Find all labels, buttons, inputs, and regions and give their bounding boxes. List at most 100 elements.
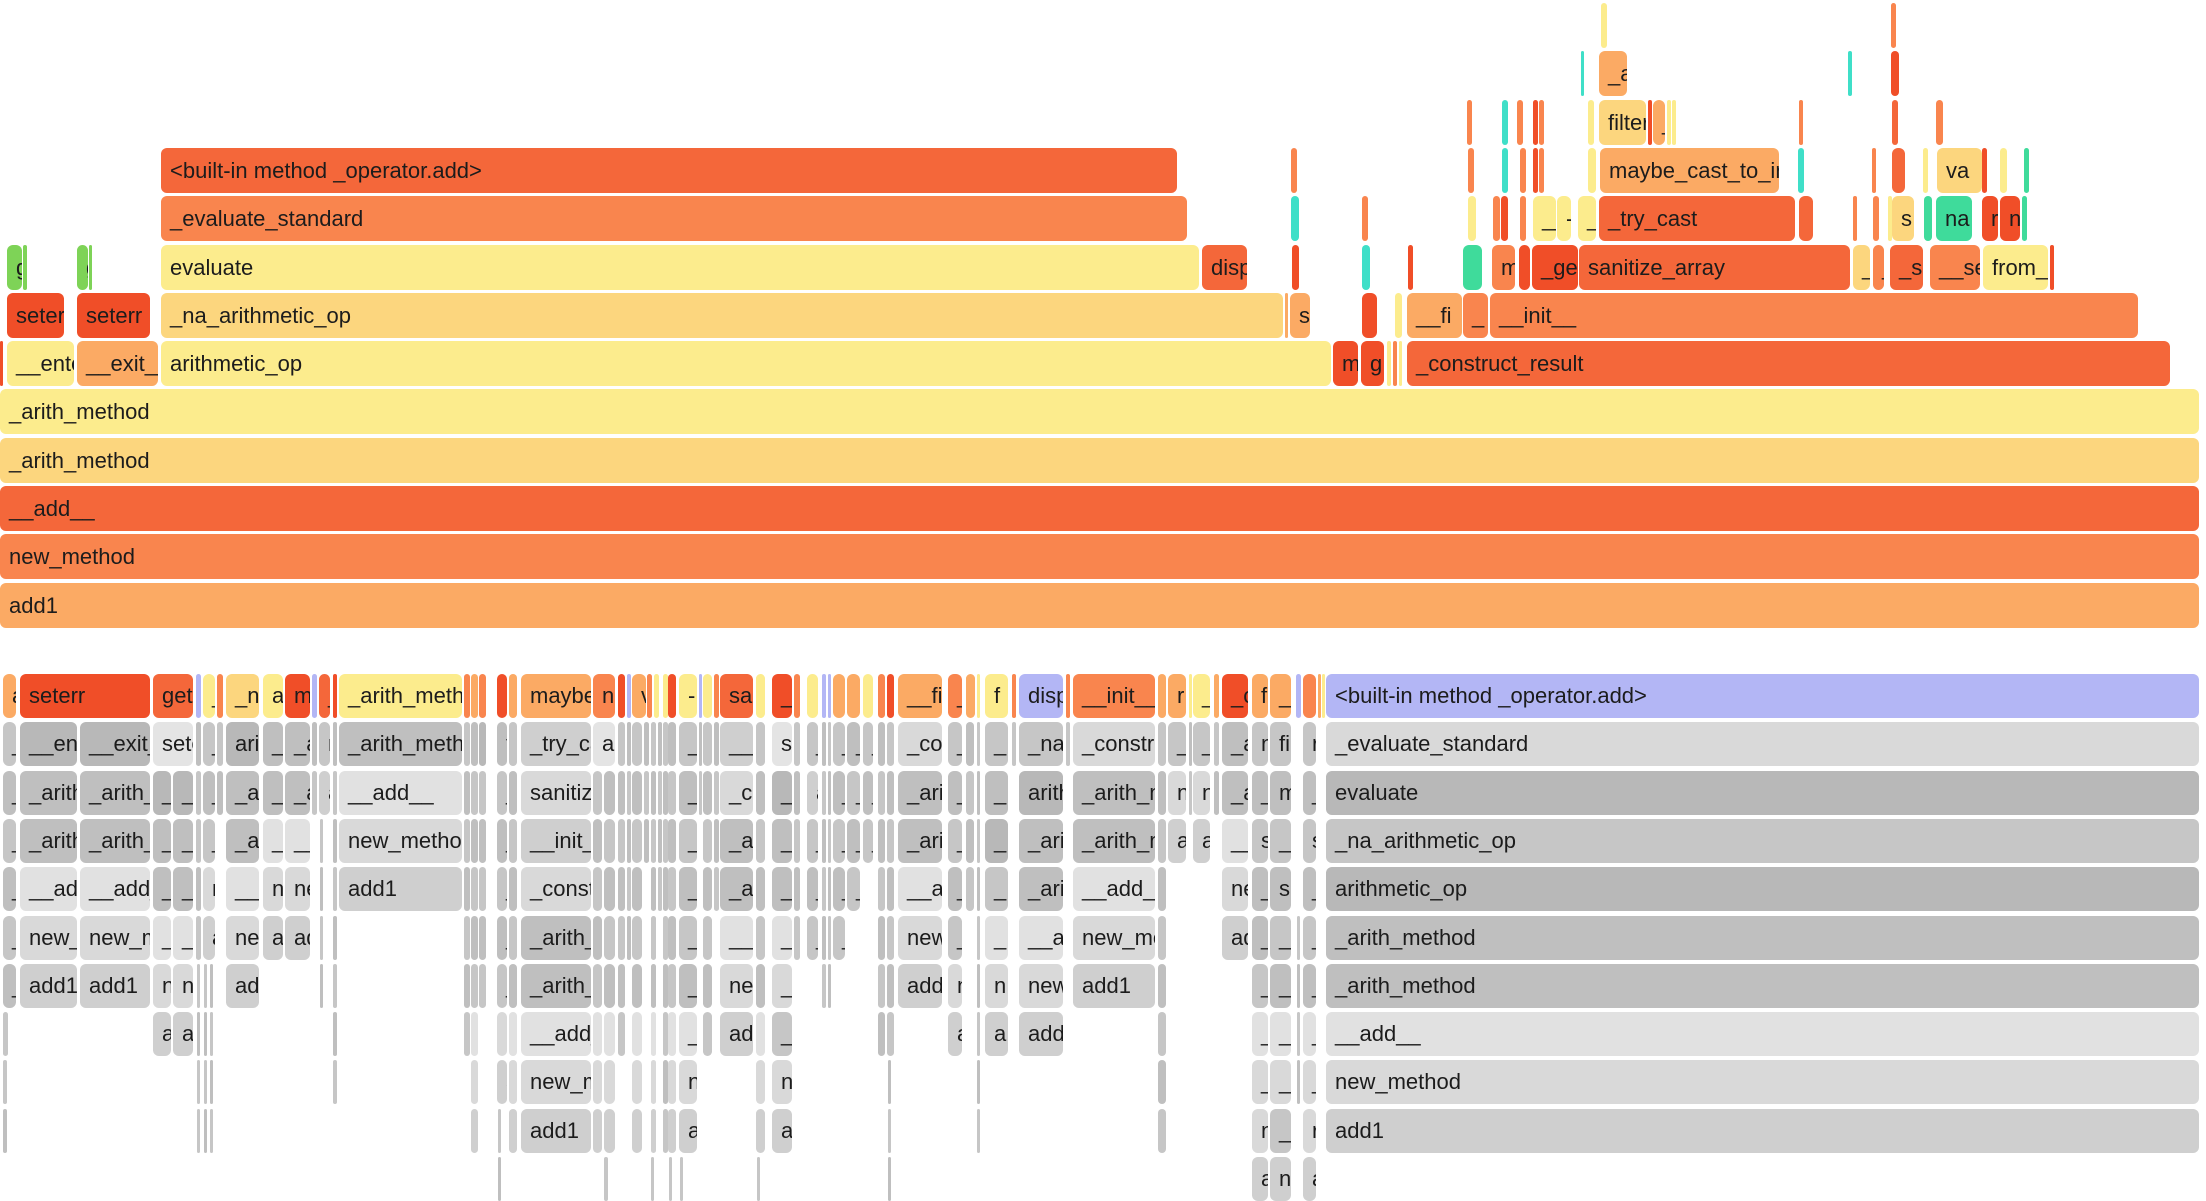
flame-frame[interactable]: [1581, 51, 1584, 96]
flame-frame[interactable]: n: [203, 867, 215, 911]
flame-frame[interactable]: [604, 1012, 615, 1056]
flame-frame[interactable]: _construct_result: [1407, 341, 2170, 386]
flame-frame[interactable]: [1158, 1109, 1166, 1153]
flame-frame[interactable]: [663, 1012, 668, 1056]
flame-frame[interactable]: _: [985, 867, 1008, 911]
flame-frame[interactable]: [333, 722, 337, 766]
flame-frame[interactable]: [1303, 674, 1316, 718]
flame-frame[interactable]: [847, 674, 860, 718]
flame-frame[interactable]: [658, 867, 662, 911]
flame-frame[interactable]: [196, 771, 201, 815]
flame-frame[interactable]: [196, 674, 201, 718]
flame-frame[interactable]: a: [593, 722, 615, 766]
flame-frame[interactable]: _arith_method: [521, 964, 591, 1008]
flame-frame[interactable]: [471, 674, 478, 718]
flame-frame[interactable]: a: [772, 1109, 792, 1153]
flame-frame[interactable]: _: [173, 771, 193, 815]
flame-frame[interactable]: m: [1492, 245, 1515, 290]
flame-frame[interactable]: [1214, 771, 1219, 815]
flame-frame[interactable]: [1502, 100, 1508, 145]
flame-frame[interactable]: [1672, 100, 1676, 145]
flame-frame[interactable]: _: [1193, 674, 1210, 718]
flame-frame[interactable]: _: [1270, 916, 1291, 960]
flame-frame[interactable]: n: [1252, 1109, 1268, 1153]
flame-frame[interactable]: [1493, 196, 1500, 241]
flame-frame[interactable]: new_method: [1073, 916, 1155, 960]
flame-frame[interactable]: [756, 1012, 765, 1056]
flame-frame[interactable]: _: [3, 722, 16, 766]
flame-frame[interactable]: _: [679, 1012, 697, 1056]
flame-frame[interactable]: [204, 1060, 207, 1104]
flame-frame[interactable]: _: [679, 867, 697, 911]
flame-frame[interactable]: _na_arithmetic_op: [1326, 819, 2199, 863]
flame-frame[interactable]: [1533, 100, 1538, 145]
flame-frame[interactable]: [632, 722, 642, 766]
flame-frame[interactable]: _: [1270, 1060, 1291, 1104]
flame-frame[interactable]: [887, 819, 894, 863]
flame-frame[interactable]: [497, 674, 507, 718]
flame-frame[interactable]: _: [153, 819, 171, 863]
flame-frame[interactable]: [1285, 293, 1288, 338]
flame-frame[interactable]: add1: [1326, 1109, 2199, 1153]
flame-frame[interactable]: _: [948, 722, 962, 766]
flame-frame[interactable]: a: [173, 1012, 193, 1056]
flame-frame[interactable]: [627, 867, 631, 911]
flame-frame[interactable]: _: [807, 819, 818, 863]
flame-frame[interactable]: [217, 674, 223, 718]
flame-frame[interactable]: [714, 722, 719, 766]
flame-frame[interactable]: [1297, 1060, 1300, 1104]
flame-frame[interactable]: _: [1270, 674, 1291, 718]
flame-frame[interactable]: [1539, 148, 1544, 193]
flame-frame[interactable]: __fi: [1407, 293, 1462, 338]
flame-frame[interactable]: _arith_method: [1073, 771, 1155, 815]
flame-frame[interactable]: [1158, 722, 1166, 766]
flame-frame[interactable]: _arith_method: [0, 438, 2199, 483]
flame-frame[interactable]: __exit__: [77, 341, 158, 386]
flame-frame[interactable]: [1408, 245, 1413, 290]
flame-frame[interactable]: sanitize_array: [521, 771, 591, 815]
flame-frame[interactable]: __add__: [1326, 1012, 2199, 1056]
flame-frame[interactable]: [887, 964, 894, 1008]
flame-frame[interactable]: [651, 1060, 656, 1104]
flame-frame[interactable]: add1: [263, 916, 283, 960]
flame-frame[interactable]: [807, 674, 818, 718]
flame-frame[interactable]: [627, 722, 631, 766]
flame-frame[interactable]: [977, 771, 980, 815]
flame-frame[interactable]: __add__: [1222, 819, 1248, 863]
flame-frame[interactable]: [3, 1109, 7, 1153]
flame-frame[interactable]: [966, 771, 974, 815]
flame-frame[interactable]: [1399, 341, 1402, 386]
flame-frame[interactable]: [668, 867, 676, 911]
flame-frame[interactable]: -: [679, 674, 697, 718]
flame-frame[interactable]: [320, 916, 323, 960]
flame-frame[interactable]: [703, 1012, 712, 1056]
flame-frame[interactable]: _: [497, 867, 507, 911]
flame-frame[interactable]: sanitize_array: [1579, 245, 1850, 290]
flame-frame[interactable]: _arith_method: [1073, 819, 1155, 863]
flame-frame[interactable]: add1: [521, 1109, 591, 1153]
flame-frame[interactable]: [1539, 100, 1544, 145]
flame-frame[interactable]: [1892, 100, 1898, 145]
flame-frame[interactable]: [703, 964, 712, 1008]
flame-frame[interactable]: [1891, 3, 1896, 48]
flame-frame[interactable]: <built-in method _operator.add>: [161, 148, 1177, 193]
flame-frame[interactable]: [333, 964, 337, 1008]
flame-frame[interactable]: _: [1168, 722, 1186, 766]
flame-frame[interactable]: m: [1333, 341, 1358, 386]
flame-frame[interactable]: _: [807, 722, 818, 766]
flame-frame[interactable]: [197, 1109, 200, 1153]
flame-frame[interactable]: v: [632, 674, 646, 718]
flame-frame[interactable]: _: [948, 819, 962, 863]
flame-frame[interactable]: [794, 771, 800, 815]
flame-frame[interactable]: add1: [1073, 964, 1155, 1008]
flame-frame[interactable]: [794, 916, 800, 960]
flame-frame[interactable]: [663, 1060, 668, 1104]
flame-frame[interactable]: [878, 819, 885, 863]
flame-frame[interactable]: a: [203, 916, 215, 960]
flame-frame[interactable]: [1798, 148, 1804, 193]
flame-frame[interactable]: [632, 1012, 642, 1056]
flame-frame[interactable]: [320, 819, 323, 863]
flame-frame[interactable]: [1362, 196, 1368, 241]
flame-frame[interactable]: __add__: [263, 819, 283, 863]
flame-frame[interactable]: [604, 819, 615, 863]
